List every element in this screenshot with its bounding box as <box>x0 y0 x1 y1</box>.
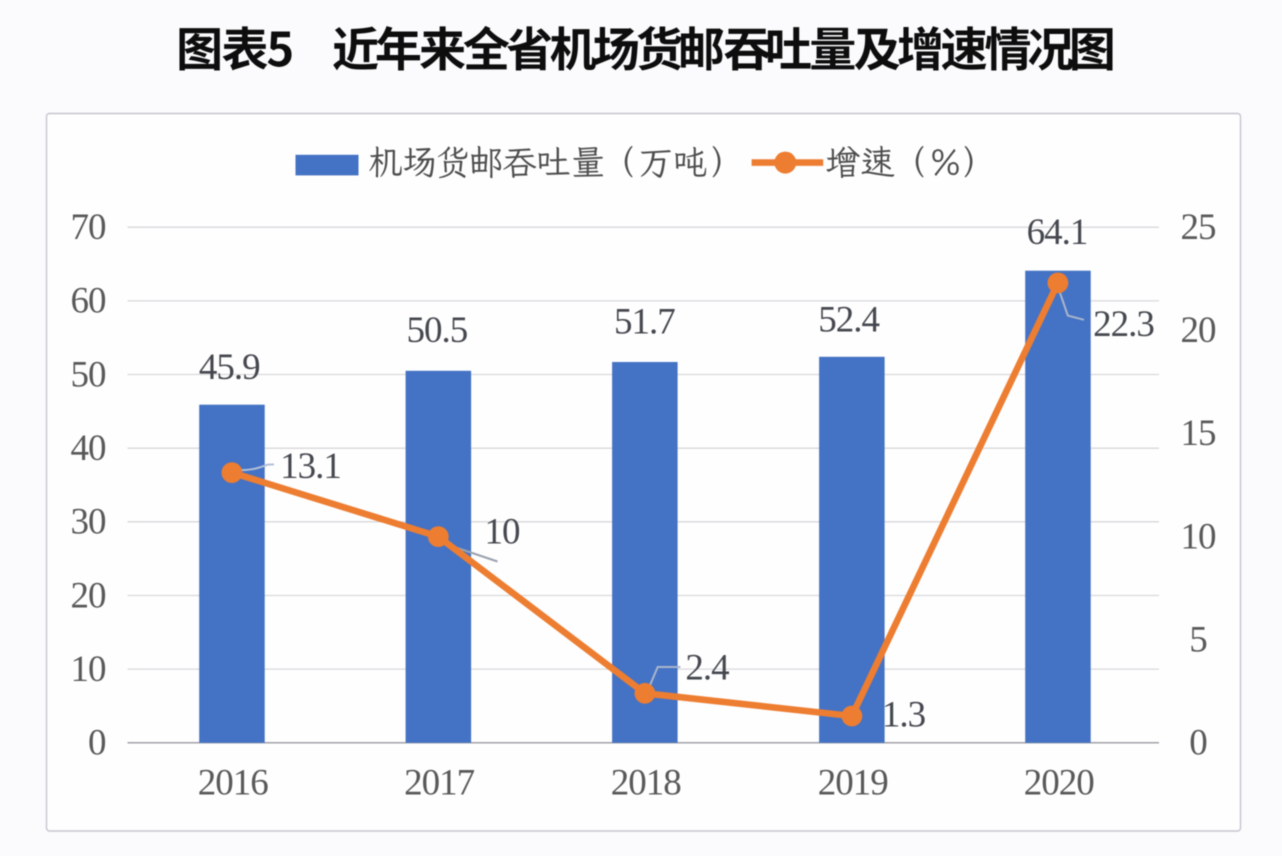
svg-text:10: 10 <box>71 649 107 690</box>
svg-text:2018: 2018 <box>611 763 682 804</box>
svg-text:30: 30 <box>71 502 107 543</box>
svg-text:2019: 2019 <box>818 763 888 804</box>
svg-text:50: 50 <box>71 354 107 395</box>
svg-text:0: 0 <box>1189 723 1207 764</box>
svg-text:15: 15 <box>1181 413 1217 454</box>
svg-text:2017: 2017 <box>404 763 475 804</box>
svg-text:64.1: 64.1 <box>1027 212 1088 253</box>
svg-text:22.3: 22.3 <box>1093 304 1154 345</box>
svg-text:5: 5 <box>1189 620 1207 661</box>
svg-text:20: 20 <box>1181 310 1217 351</box>
svg-text:20: 20 <box>71 575 107 616</box>
svg-text:13.1: 13.1 <box>280 446 341 487</box>
svg-text:2016: 2016 <box>198 763 269 804</box>
svg-text:2.4: 2.4 <box>685 648 729 689</box>
svg-text:2020: 2020 <box>1024 763 1095 804</box>
svg-text:1.3: 1.3 <box>882 695 926 736</box>
svg-text:60: 60 <box>71 281 107 322</box>
svg-text:70: 70 <box>71 207 107 248</box>
svg-text:0: 0 <box>88 723 106 764</box>
svg-text:10: 10 <box>1181 516 1217 557</box>
svg-text:50.5: 50.5 <box>407 310 468 351</box>
svg-text:25: 25 <box>1181 207 1217 248</box>
svg-text:45.9: 45.9 <box>199 347 260 388</box>
svg-text:40: 40 <box>71 428 107 469</box>
svg-text:52.4: 52.4 <box>818 300 879 341</box>
svg-text:51.7: 51.7 <box>614 302 675 343</box>
svg-text:10: 10 <box>485 512 521 553</box>
